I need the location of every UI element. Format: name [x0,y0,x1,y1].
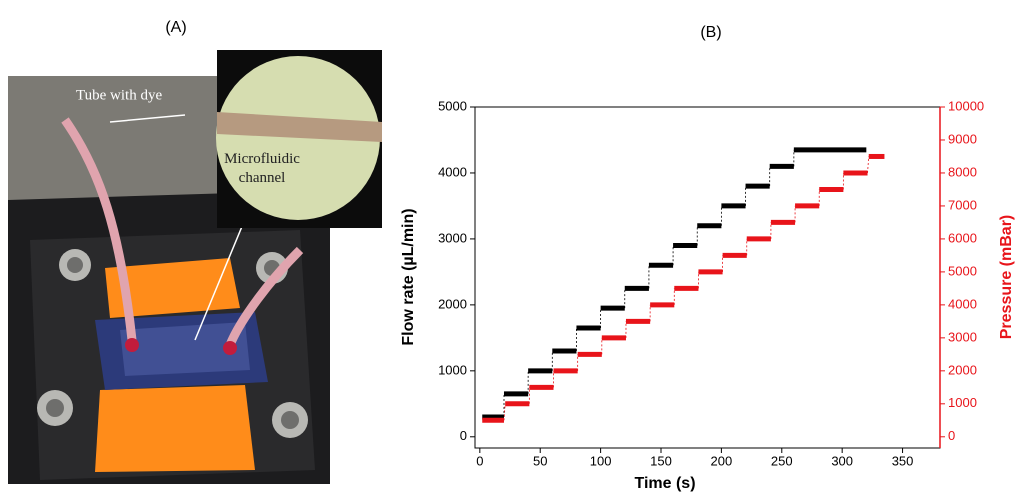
y-tick-label: 4000 [438,164,467,179]
y2-tick-label: 8000 [948,164,977,179]
y2-tick-label: 2000 [948,362,977,377]
x-tick-label: 50 [533,453,547,468]
annotation: Tube with dye [76,87,162,103]
x-tick-label: 0 [476,453,483,468]
x-axis-label: Time (s) [634,475,695,492]
y2-tick-label: 4000 [948,296,977,311]
annotation-box: Microfluidic channel [222,150,302,200]
y2-tick-label: 3000 [948,329,977,344]
x-tick-label: 200 [711,453,733,468]
panel-label: (B) [700,24,721,41]
step-connector [868,156,869,172]
y2-tick-label: 5000 [948,263,977,278]
y-tick-label: 1000 [438,362,467,377]
panel-label: (A) [165,19,186,36]
x-tick-label: 250 [771,453,793,468]
photo: Tube with dye Microfluidic channel [8,50,382,484]
x-tick-label: 150 [650,453,672,468]
x-tick-label: 300 [831,453,853,468]
y2-tick-label: 0 [948,428,955,443]
x-tick-label: 350 [892,453,914,468]
y-tick-label: 2000 [438,296,467,311]
y2-tick-label: 9000 [948,131,977,146]
y-axis-label: Flow rate (µL/min) [400,208,417,345]
y2-tick-label: 6000 [948,230,977,245]
y-tick-label: 0 [460,428,467,443]
y-tick-label: 3000 [438,230,467,245]
page: (A) (B) Tube with dye Microfluidic chann… [0,0,1019,494]
y-tick-label: 5000 [438,98,467,113]
x-tick-label: 100 [590,453,612,468]
y2-axis-label: Pressure (mBar) [998,215,1015,340]
y2-tick-label: 7000 [948,197,977,212]
y2-tick-label: 10000 [948,98,984,113]
y2-tick-label: 1000 [948,395,977,410]
annotation: Microfluidic channel [222,150,302,188]
figure: (A) (B) Tube with dye Microfluidic chann… [0,0,1019,494]
